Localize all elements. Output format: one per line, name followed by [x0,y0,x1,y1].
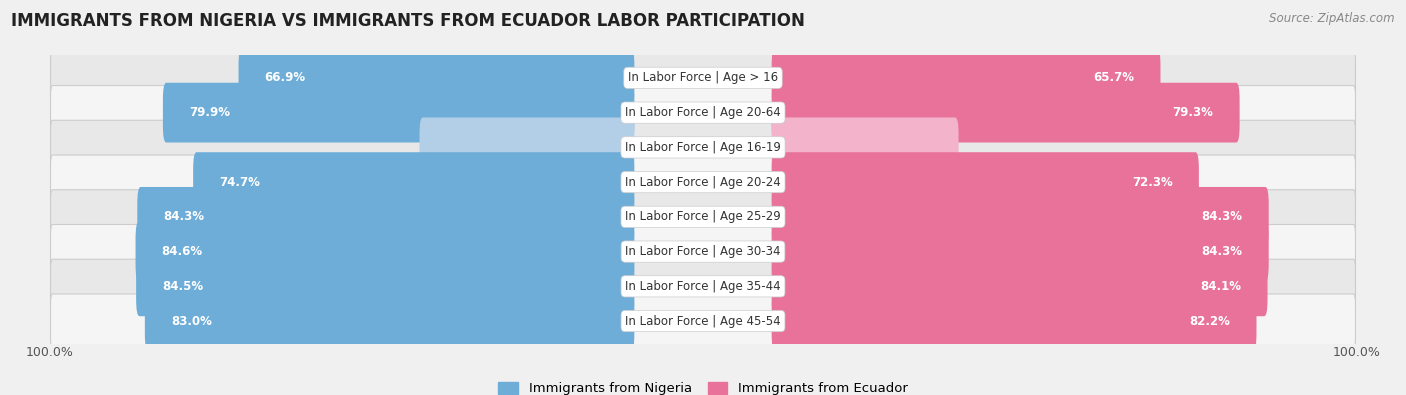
FancyBboxPatch shape [145,291,634,351]
FancyBboxPatch shape [419,117,634,177]
Text: 83.0%: 83.0% [172,314,212,327]
FancyBboxPatch shape [239,48,634,108]
Text: 84.6%: 84.6% [162,245,202,258]
FancyBboxPatch shape [772,152,1199,212]
Text: 79.9%: 79.9% [188,106,231,119]
FancyBboxPatch shape [138,187,634,247]
FancyBboxPatch shape [193,152,634,212]
FancyBboxPatch shape [772,291,1257,351]
Text: 72.3%: 72.3% [1132,176,1173,188]
Text: In Labor Force | Age 25-29: In Labor Force | Age 25-29 [626,211,780,223]
FancyBboxPatch shape [135,222,634,282]
FancyBboxPatch shape [51,190,1355,244]
FancyBboxPatch shape [51,259,1355,313]
FancyBboxPatch shape [163,83,634,143]
Text: 74.7%: 74.7% [219,176,260,188]
Text: 82.2%: 82.2% [1189,314,1230,327]
Text: 65.7%: 65.7% [1094,71,1135,85]
FancyBboxPatch shape [772,48,1160,108]
FancyBboxPatch shape [51,224,1355,279]
FancyBboxPatch shape [772,256,1268,316]
Text: In Labor Force | Age 20-24: In Labor Force | Age 20-24 [626,176,780,188]
Text: In Labor Force | Age 30-34: In Labor Force | Age 30-34 [626,245,780,258]
FancyBboxPatch shape [772,83,1240,143]
Legend: Immigrants from Nigeria, Immigrants from Ecuador: Immigrants from Nigeria, Immigrants from… [494,376,912,395]
FancyBboxPatch shape [772,222,1268,282]
FancyBboxPatch shape [51,120,1355,175]
Text: 66.9%: 66.9% [264,71,307,85]
Text: In Labor Force | Age > 16: In Labor Force | Age > 16 [628,71,778,85]
FancyBboxPatch shape [51,155,1355,209]
Text: 84.3%: 84.3% [1202,245,1243,258]
Text: 35.8%: 35.8% [638,141,675,154]
FancyBboxPatch shape [772,187,1268,247]
Text: In Labor Force | Age 16-19: In Labor Force | Age 16-19 [626,141,780,154]
Text: In Labor Force | Age 35-44: In Labor Force | Age 35-44 [626,280,780,293]
Text: IMMIGRANTS FROM NIGERIA VS IMMIGRANTS FROM ECUADOR LABOR PARTICIPATION: IMMIGRANTS FROM NIGERIA VS IMMIGRANTS FR… [11,12,806,30]
Text: 79.3%: 79.3% [1173,106,1213,119]
FancyBboxPatch shape [772,117,959,177]
Text: 31.0%: 31.0% [731,141,768,154]
Text: 84.3%: 84.3% [163,211,204,223]
Text: In Labor Force | Age 45-54: In Labor Force | Age 45-54 [626,314,780,327]
FancyBboxPatch shape [51,294,1355,348]
Text: Source: ZipAtlas.com: Source: ZipAtlas.com [1270,12,1395,25]
FancyBboxPatch shape [51,86,1355,140]
FancyBboxPatch shape [51,51,1355,105]
FancyBboxPatch shape [136,256,634,316]
Text: In Labor Force | Age 20-64: In Labor Force | Age 20-64 [626,106,780,119]
Text: 84.3%: 84.3% [1202,211,1243,223]
Text: 84.1%: 84.1% [1201,280,1241,293]
Text: 84.5%: 84.5% [162,280,204,293]
